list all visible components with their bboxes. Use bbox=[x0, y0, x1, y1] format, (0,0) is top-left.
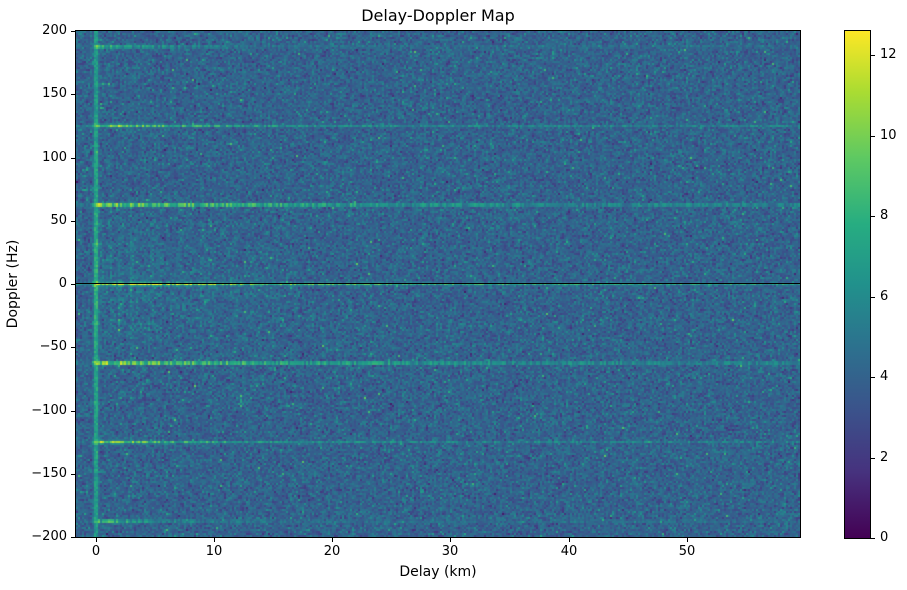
colorbar-tick-label: 4 bbox=[880, 369, 889, 384]
x-tick-mark bbox=[96, 538, 97, 542]
y-tick-label: 50 bbox=[50, 213, 67, 228]
y-tick-mark bbox=[71, 31, 75, 32]
zero-doppler-marker-line bbox=[76, 283, 800, 284]
colorbar-tick-mark bbox=[871, 297, 875, 298]
x-tick-label: 20 bbox=[323, 544, 341, 559]
colorbar bbox=[844, 30, 871, 539]
plot-area bbox=[75, 30, 801, 538]
y-tick-mark bbox=[71, 221, 75, 222]
y-tick-label: 150 bbox=[42, 86, 67, 101]
y-tick-label: −50 bbox=[39, 339, 67, 354]
x-tick-label: 50 bbox=[678, 544, 696, 559]
x-tick-label: 30 bbox=[441, 544, 459, 559]
y-tick-mark bbox=[71, 284, 75, 285]
y-tick-label: 0 bbox=[58, 276, 67, 291]
colorbar-tick-mark bbox=[871, 216, 875, 217]
x-tick-label: 0 bbox=[91, 544, 101, 559]
colorbar-tick-label: 0 bbox=[880, 530, 889, 545]
y-tick-mark bbox=[71, 411, 75, 412]
colorbar-tick-mark bbox=[871, 377, 875, 378]
y-tick-mark bbox=[71, 158, 75, 159]
y-tick-label: 200 bbox=[42, 23, 67, 38]
colorbar-tick-label: 8 bbox=[880, 208, 889, 223]
x-axis-label: Delay (km) bbox=[399, 564, 477, 580]
y-tick-label: −150 bbox=[31, 466, 67, 481]
x-tick-mark bbox=[332, 538, 333, 542]
y-tick-label: −100 bbox=[31, 403, 67, 418]
colorbar-tick-label: 10 bbox=[880, 128, 897, 143]
x-tick-mark bbox=[214, 538, 215, 542]
delay-doppler-heatmap bbox=[76, 31, 800, 537]
y-tick-label: −200 bbox=[31, 529, 67, 544]
colorbar-tick-mark bbox=[871, 458, 875, 459]
chart-title: Delay-Doppler Map bbox=[361, 6, 515, 25]
y-tick-mark bbox=[71, 94, 75, 95]
x-tick-mark bbox=[569, 538, 570, 542]
y-axis-label: Doppler (Hz) bbox=[5, 239, 21, 329]
y-tick-mark bbox=[71, 537, 75, 538]
colorbar-tick-label: 6 bbox=[880, 289, 889, 304]
x-tick-label: 10 bbox=[205, 544, 223, 559]
x-tick-mark bbox=[687, 538, 688, 542]
colorbar-tick-mark bbox=[871, 538, 875, 539]
colorbar-tick-mark bbox=[871, 136, 875, 137]
colorbar-tick-label: 12 bbox=[880, 47, 897, 62]
y-tick-mark bbox=[71, 347, 75, 348]
colorbar-gradient bbox=[845, 31, 870, 538]
colorbar-tick-label: 2 bbox=[880, 450, 889, 465]
y-tick-mark bbox=[71, 474, 75, 475]
colorbar-tick-mark bbox=[871, 55, 875, 56]
x-tick-label: 40 bbox=[560, 544, 578, 559]
y-tick-label: 100 bbox=[42, 150, 67, 165]
x-tick-mark bbox=[450, 538, 451, 542]
